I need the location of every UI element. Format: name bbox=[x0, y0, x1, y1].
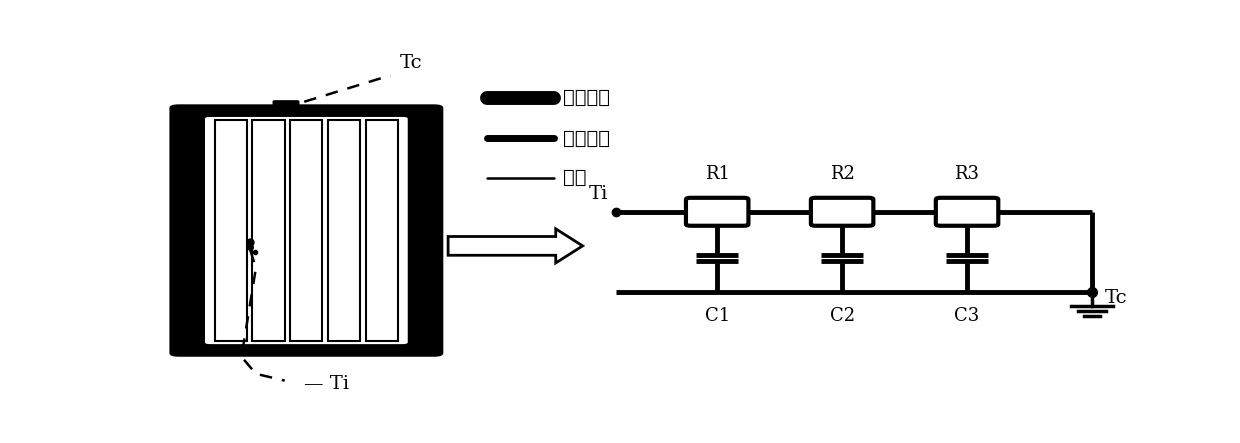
Bar bbox=[253, 120, 284, 341]
Bar bbox=[329, 120, 361, 341]
Text: 空气: 空气 bbox=[563, 168, 587, 187]
Text: R2: R2 bbox=[830, 165, 854, 183]
FancyBboxPatch shape bbox=[273, 100, 299, 112]
FancyBboxPatch shape bbox=[936, 198, 998, 226]
Text: — Ti: — Ti bbox=[304, 375, 350, 393]
FancyArrow shape bbox=[448, 229, 583, 263]
FancyBboxPatch shape bbox=[205, 117, 408, 344]
Text: C3: C3 bbox=[955, 307, 980, 325]
Text: C2: C2 bbox=[830, 307, 854, 325]
FancyBboxPatch shape bbox=[170, 105, 444, 357]
Bar bbox=[215, 120, 247, 341]
Text: C1: C1 bbox=[704, 307, 730, 325]
Text: R1: R1 bbox=[704, 165, 729, 183]
Text: Tc: Tc bbox=[401, 54, 423, 72]
Text: Ti: Ti bbox=[589, 185, 609, 203]
FancyBboxPatch shape bbox=[811, 198, 873, 226]
Bar bbox=[366, 120, 398, 341]
FancyBboxPatch shape bbox=[686, 198, 749, 226]
Text: R3: R3 bbox=[955, 165, 980, 183]
Text: 塑料外壳: 塑料外壳 bbox=[563, 129, 610, 148]
Text: Tc: Tc bbox=[1105, 289, 1127, 307]
Bar bbox=[290, 120, 322, 341]
Text: 金属外壳: 金属外壳 bbox=[563, 88, 610, 107]
